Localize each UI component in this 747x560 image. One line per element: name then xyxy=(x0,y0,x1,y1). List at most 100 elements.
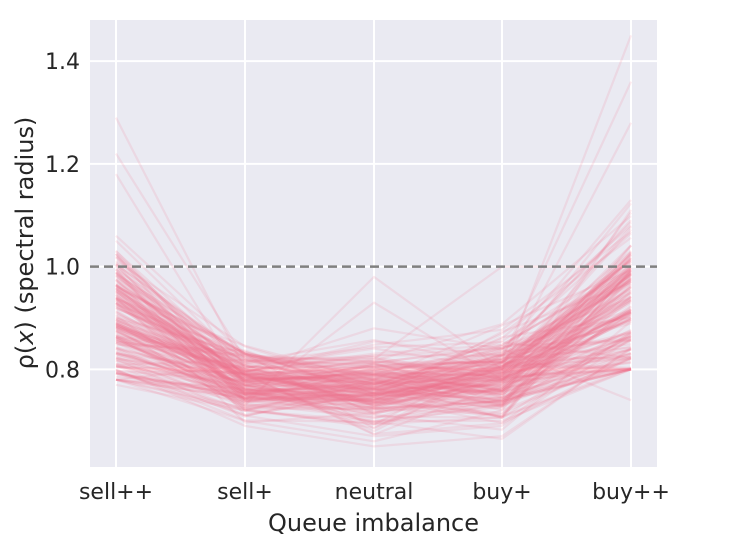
series-line xyxy=(115,272,632,389)
series-line xyxy=(115,122,632,386)
series-line xyxy=(115,268,632,416)
series-line xyxy=(115,286,632,430)
series-line xyxy=(115,336,632,416)
series-line xyxy=(115,356,632,415)
x-tick-label: sell++ xyxy=(79,480,153,505)
series-line xyxy=(115,250,632,385)
series-line xyxy=(115,232,632,390)
series-line xyxy=(115,270,632,423)
series-line xyxy=(115,273,632,386)
series-line xyxy=(115,302,632,390)
series-line xyxy=(115,301,632,391)
series-line xyxy=(115,311,632,380)
series-line xyxy=(115,299,632,381)
series-line xyxy=(115,282,632,374)
series-line xyxy=(115,285,632,405)
series-line xyxy=(115,321,632,387)
series-line xyxy=(115,274,632,377)
x-tick-label: buy++ xyxy=(592,480,670,505)
series-line xyxy=(115,311,632,404)
series-line xyxy=(115,270,632,389)
series-line xyxy=(115,308,632,402)
series-line xyxy=(115,318,632,409)
series-line xyxy=(115,253,632,406)
series-line xyxy=(115,277,632,386)
series-line xyxy=(115,341,632,402)
series-line xyxy=(115,333,632,419)
series-line xyxy=(115,268,632,417)
series-line xyxy=(115,352,632,393)
series-line xyxy=(115,350,632,411)
series-line xyxy=(115,264,632,365)
series-line xyxy=(115,277,632,375)
series-line xyxy=(115,253,632,402)
series-line xyxy=(115,294,632,396)
series-line xyxy=(115,211,632,395)
series-line xyxy=(115,266,632,396)
series-line xyxy=(115,267,632,380)
series-line xyxy=(115,297,632,372)
series-line xyxy=(115,253,632,383)
series-line xyxy=(115,316,632,373)
series-line xyxy=(115,236,632,394)
series-line xyxy=(115,331,632,374)
series-line xyxy=(115,261,632,407)
series-line xyxy=(115,362,632,426)
series-line xyxy=(115,251,632,394)
series-line xyxy=(115,283,632,366)
series-line xyxy=(115,337,632,438)
series-line xyxy=(115,296,632,424)
series-line xyxy=(115,266,632,409)
series-line xyxy=(115,269,632,381)
y-axis-label: ρ(x) (spectral radius) xyxy=(11,117,39,370)
x-tick-label: buy+ xyxy=(472,480,531,505)
series-line xyxy=(115,302,632,404)
series-line xyxy=(115,355,632,409)
series-line xyxy=(115,253,632,378)
series-line xyxy=(115,313,632,365)
series-line xyxy=(115,346,632,410)
series-line xyxy=(115,274,632,393)
series-line xyxy=(115,289,632,389)
series-line xyxy=(115,202,632,404)
series-line xyxy=(115,299,632,404)
series-line xyxy=(115,356,632,436)
series-line xyxy=(115,324,632,384)
series-line xyxy=(115,289,632,382)
x-tick-label: neutral xyxy=(335,480,414,505)
series-line xyxy=(115,297,632,386)
series-line xyxy=(115,253,632,407)
series-line xyxy=(115,329,632,414)
series-line xyxy=(115,284,632,420)
series-line xyxy=(115,291,632,402)
series-line xyxy=(115,324,632,396)
series-line xyxy=(115,270,632,373)
series-line xyxy=(115,316,632,396)
series-line xyxy=(115,285,632,395)
series-line xyxy=(115,306,632,410)
series-line xyxy=(115,299,632,368)
series-line xyxy=(115,273,632,398)
series-line xyxy=(115,273,632,390)
series-line xyxy=(115,245,632,405)
series-line xyxy=(115,292,632,395)
series-line xyxy=(115,215,632,378)
series-line xyxy=(115,368,632,395)
series-line xyxy=(115,301,632,402)
series-line xyxy=(115,275,632,407)
series-line xyxy=(115,351,632,396)
series-line xyxy=(115,295,632,394)
series-line xyxy=(115,257,632,410)
series-line xyxy=(115,278,632,391)
series-line xyxy=(115,288,632,394)
series-line xyxy=(115,268,632,419)
series-line xyxy=(115,338,632,415)
series-line xyxy=(115,325,632,403)
series-line xyxy=(115,352,632,417)
series-line xyxy=(115,294,632,394)
series-line xyxy=(115,363,632,418)
series-line xyxy=(115,266,632,382)
series-line xyxy=(115,331,632,405)
series-line xyxy=(115,347,632,448)
series-line xyxy=(115,280,632,402)
